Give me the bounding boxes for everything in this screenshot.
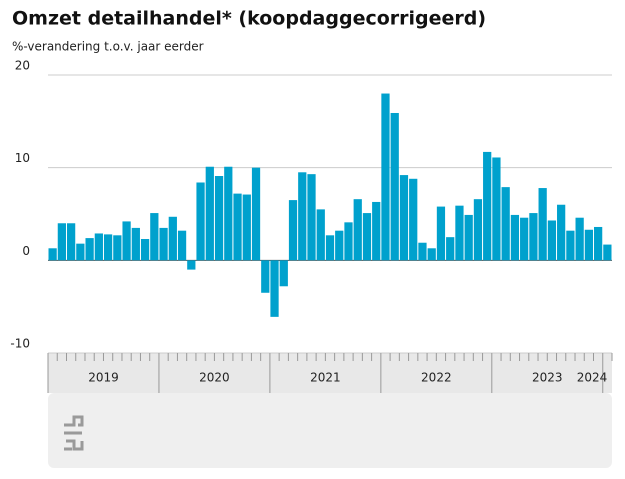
bar — [520, 217, 529, 261]
footer-panel — [48, 393, 612, 468]
bar — [418, 242, 427, 261]
bar — [103, 234, 113, 261]
bar — [427, 248, 436, 261]
bar — [436, 206, 446, 261]
bar — [566, 230, 575, 261]
bar — [381, 93, 390, 261]
bar — [131, 227, 140, 261]
bar — [483, 151, 492, 261]
bar — [233, 193, 242, 261]
x-axis-band — [48, 353, 612, 393]
bar — [270, 260, 279, 317]
bar — [372, 201, 381, 261]
bar — [85, 238, 94, 261]
bar — [251, 167, 261, 261]
bar — [547, 220, 557, 261]
bar — [473, 199, 483, 261]
x-year-label: 2024 — [577, 371, 608, 385]
bar — [325, 235, 335, 261]
bar — [399, 175, 409, 261]
logo-shape — [64, 415, 84, 451]
bar — [57, 223, 66, 261]
x-year-label: 2022 — [421, 371, 452, 385]
bar — [529, 213, 538, 261]
bar — [362, 213, 372, 261]
y-tick-label: 0 — [22, 244, 30, 258]
bar — [224, 166, 233, 261]
chart-title: Omzet detailhandel* (koopdaggecorrigeerd… — [12, 8, 486, 30]
bar — [307, 174, 316, 261]
bar — [344, 222, 353, 261]
x-year-label: 2023 — [532, 371, 563, 385]
bar — [279, 260, 288, 287]
cbs-logo — [64, 415, 84, 451]
bar — [298, 172, 307, 261]
bar — [288, 200, 298, 261]
bar — [603, 244, 612, 261]
bar — [575, 217, 584, 261]
bar — [316, 209, 325, 261]
bar — [187, 260, 196, 270]
bar — [353, 199, 362, 261]
bar — [66, 223, 76, 261]
bar — [510, 214, 520, 261]
bar — [94, 233, 103, 261]
bar — [501, 187, 510, 261]
x-year-label: 2021 — [310, 371, 341, 385]
bar — [168, 216, 177, 261]
bar — [113, 235, 122, 261]
bar — [584, 229, 594, 261]
bar — [196, 182, 205, 261]
bar — [492, 157, 501, 261]
bar — [242, 194, 251, 261]
bar — [261, 260, 270, 293]
chart-subtitle: %-verandering t.o.v. jaar eerder — [12, 40, 204, 54]
bar — [150, 213, 159, 261]
x-year-label: 2019 — [88, 371, 119, 385]
bar — [455, 205, 464, 261]
bar — [594, 226, 603, 261]
bar — [205, 166, 214, 261]
bar — [122, 221, 131, 261]
x-year-label: 2020 — [199, 371, 230, 385]
bar — [464, 214, 473, 261]
bar — [177, 230, 187, 261]
bar — [538, 188, 547, 261]
y-tick-label: 10 — [15, 151, 30, 165]
bar — [214, 176, 224, 261]
bar — [140, 239, 150, 261]
y-tick-label: -10 — [10, 337, 30, 351]
bar — [557, 204, 566, 261]
bar — [159, 227, 168, 261]
y-tick-label: 20 — [15, 59, 30, 73]
bar — [76, 243, 85, 261]
bar — [335, 230, 344, 261]
bar — [390, 112, 399, 261]
bar — [409, 178, 418, 261]
bar — [446, 237, 455, 261]
bar — [48, 248, 57, 261]
